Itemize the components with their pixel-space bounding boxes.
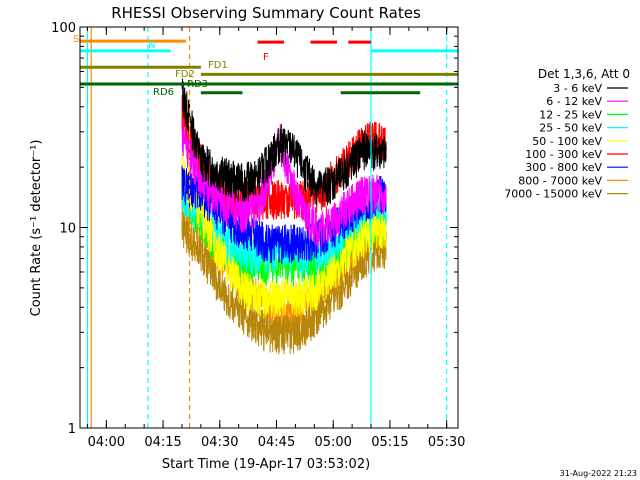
x-tick-label: 05:00 (314, 435, 351, 450)
x-axis-label: Start Time (19-Apr-17 03:53:02) (162, 457, 370, 472)
series-line-1 (181, 78, 387, 206)
legend-label: 6 - 12 keV (546, 95, 602, 108)
series-line-7 (181, 165, 387, 264)
x-tick-label: 05:15 (371, 435, 408, 450)
flag-label: FD1 (208, 60, 228, 71)
flag-label: F (263, 52, 269, 63)
series-line-5 (181, 152, 387, 319)
x-tick-label: 04:45 (258, 435, 295, 450)
legend-label: 50 - 100 keV (532, 135, 602, 148)
x-tick-label: 04:30 (201, 435, 238, 450)
y-tick-label: 1 (68, 422, 76, 437)
flag-label: RD6 (153, 87, 174, 98)
legend-label: 100 - 300 keV (525, 148, 602, 161)
x-tick-label: 04:00 (88, 435, 125, 450)
footer-timestamp: 31-Aug-2022 21:23 (560, 469, 637, 478)
y-tick-label: 10 (59, 222, 76, 237)
legend-label: 12 - 25 keV (539, 108, 602, 121)
chart-title: RHESSI Observing Summary Count Rates (111, 4, 421, 22)
flag-label: S (73, 34, 79, 45)
legend-label: 7000 - 15000 keV (504, 188, 602, 201)
legend-label: 300 - 800 keV (525, 161, 602, 174)
flag-label: N (148, 40, 155, 51)
legend-label: 3 - 6 keV (553, 82, 602, 95)
flag-label: FD2 (175, 69, 195, 80)
x-axis: 04:00 04:15 04:30 04:45 05:00 05:15 05:30 (86, 27, 465, 450)
y-axis-label: Count Rate (s⁻¹ detector⁻¹) (29, 140, 44, 317)
x-tick-label: 05:30 (428, 435, 465, 450)
legend-label: 25 - 50 keV (539, 122, 602, 135)
legend-label: 800 - 7000 keV (518, 174, 602, 187)
x-tick-label: 04:15 (144, 435, 181, 450)
y-tick-label: 100 (51, 21, 76, 36)
legend-header: Det 1,3,6, Att 0 (538, 67, 630, 81)
flag-label: RD3 (187, 79, 208, 90)
y-axis: 1 10 100 (51, 21, 458, 437)
